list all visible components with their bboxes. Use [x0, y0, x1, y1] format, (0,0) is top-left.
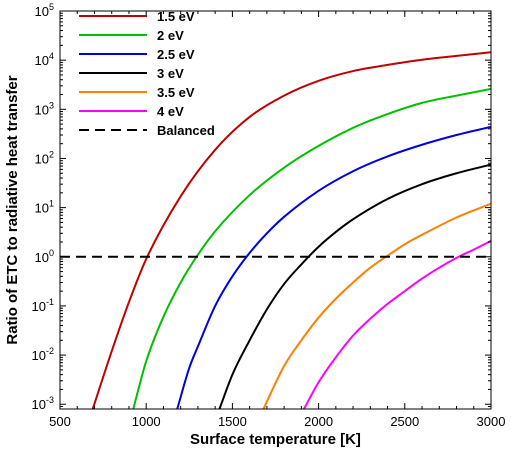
- series-line-0: [91, 51, 491, 409]
- y-tick-base: 10: [35, 201, 49, 216]
- x-tick-label: 1500: [218, 414, 247, 429]
- y-tick-exponent: -1: [46, 297, 54, 307]
- y-tick-base: 10: [35, 250, 49, 265]
- x-tick-label: 3000: [477, 414, 506, 429]
- legend-label-3: 3 eV: [157, 66, 184, 81]
- y-tick-label: 101: [35, 199, 54, 216]
- legend-label-1: 2 eV: [157, 28, 184, 43]
- series-line-5: [303, 240, 491, 409]
- y-tick-base: 10: [35, 4, 49, 19]
- y-tick-label: 10-3: [32, 395, 54, 412]
- legend: 1.5 eV 2 eV 2.5 eV 3 eV 3.5 eV 4 eV Balanced: [79, 9, 215, 138]
- legend-label-5: 4 eV: [157, 104, 184, 119]
- y-tick-label: 102: [35, 149, 54, 166]
- y-tick-base: 10: [32, 299, 46, 314]
- y-tick-base: 10: [35, 53, 49, 68]
- x-tick-label: 2500: [390, 414, 419, 429]
- y-tick-exponent: 4: [49, 51, 54, 61]
- x-tick-label: 1000: [132, 414, 161, 429]
- y-tick-label: 100: [35, 248, 54, 265]
- plot-frame: [59, 10, 492, 410]
- series-layer: [60, 51, 491, 409]
- legend-label-6: Balanced: [157, 123, 215, 138]
- y-tick-label: 104: [35, 51, 54, 68]
- legend-label-4: 3.5 eV: [157, 85, 195, 100]
- x-tick-label: 2000: [304, 414, 333, 429]
- x-axis-title: Surface temperature [K]: [190, 431, 361, 448]
- y-tick-exponent: 3: [49, 100, 54, 110]
- y-tick-base: 10: [35, 151, 49, 166]
- x-tick-label: 500: [49, 414, 71, 429]
- axis-layer: 500 1000 1500 2000 2500 300010-310-210-110010…: [32, 2, 506, 429]
- y-axis-title: Ratio of ETC to radiative heat transfer: [4, 75, 21, 344]
- legend-label-0: 1.5 eV: [157, 9, 195, 24]
- series-line-2: [176, 125, 491, 409]
- y-tick-exponent: 2: [49, 149, 54, 159]
- y-tick-label: 10-2: [32, 346, 54, 363]
- series-line-1: [132, 87, 491, 409]
- y-tick-exponent: 1: [49, 199, 54, 209]
- y-tick-exponent: 5: [49, 2, 54, 12]
- y-tick-base: 10: [35, 102, 49, 117]
- y-tick-exponent: 0: [49, 248, 54, 258]
- y-tick-base: 10: [32, 397, 46, 412]
- y-tick-label: 105: [35, 2, 54, 19]
- y-tick-base: 10: [32, 348, 46, 363]
- y-tick-exponent: -3: [46, 395, 54, 405]
- series-line-4: [262, 202, 491, 409]
- y-tick-label: 103: [35, 100, 54, 117]
- legend-label-2: 2.5 eV: [157, 47, 195, 62]
- y-tick-label: 10-1: [32, 297, 54, 314]
- y-tick-exponent: -2: [46, 346, 54, 356]
- series-line-3: [218, 163, 491, 409]
